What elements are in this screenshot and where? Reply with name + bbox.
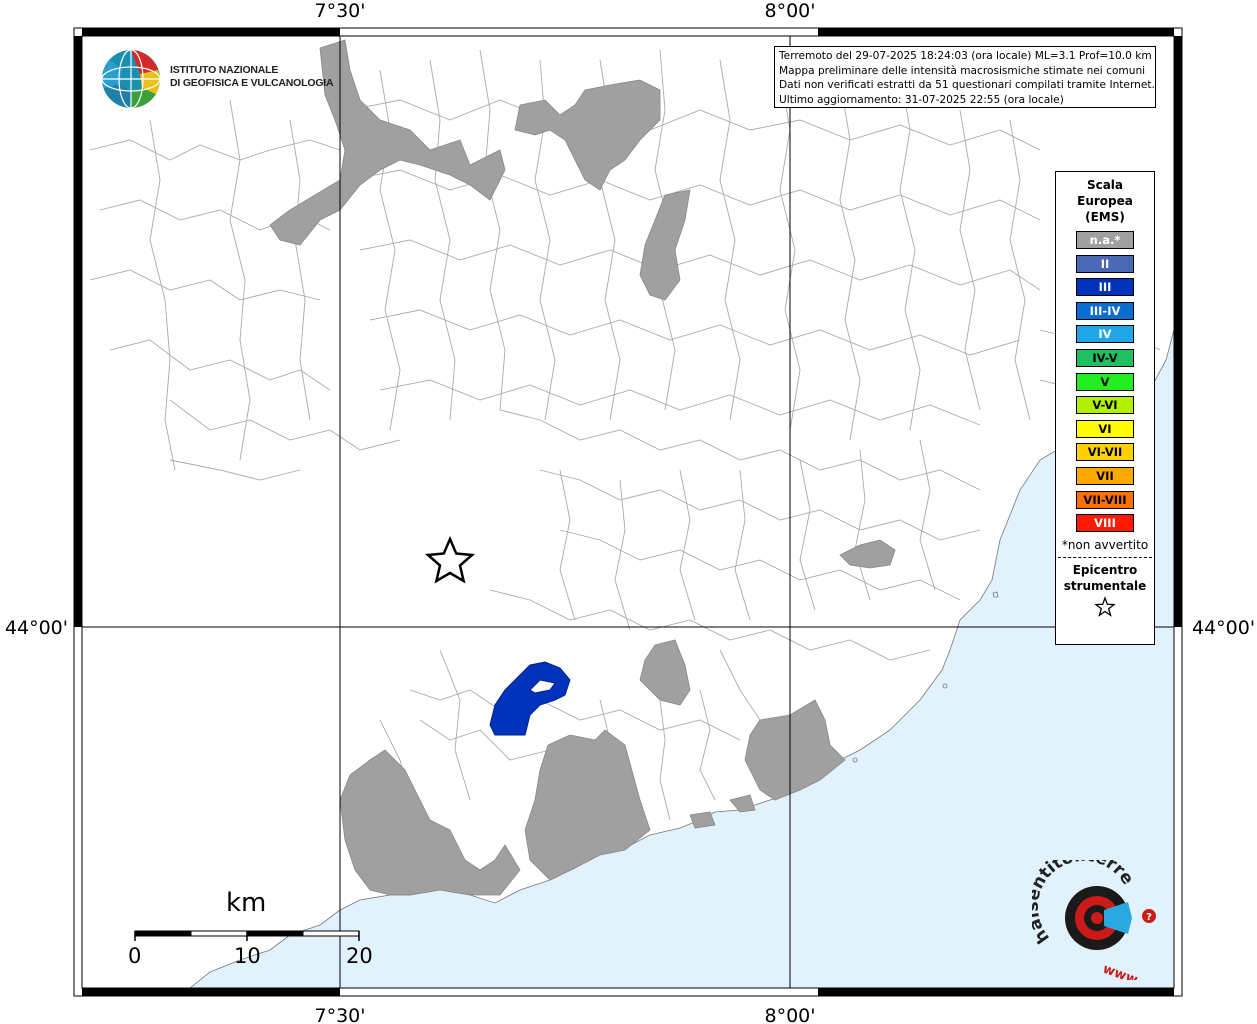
event-info-line3: Dati non verificati estratti da 51 quest… [779,79,1155,92]
legend-item: n.a.* [1076,231,1134,249]
epicenter-star [424,535,476,584]
legend-star-icon [1056,596,1154,622]
legend-item: II [1076,254,1134,273]
lon-label-bottom-left: 7°30' [315,1005,366,1024]
commune-polygon [269,39,506,246]
legend-title-line3: (EMS) [1085,210,1125,224]
legend-items: n.a.* II III III-IV IV IV-V V V-VI VI VI-VII VII VI… [1056,231,1154,533]
legend-epicenter-label: Epicentro strumentale [1056,562,1154,594]
ingv-name-line1: ISTITUTO NAZIONALE [170,64,279,76]
legend-item: VII [1076,466,1134,485]
legend-epicenter-line1: Epicentro [1072,563,1138,578]
commune-polygon [839,539,896,569]
scale-bar-label-0: 0 [128,944,142,968]
legend-item: V [1076,372,1134,391]
legend-item: V-VI [1076,396,1134,415]
haisentito-logo-icon: ? haisentitoilterremoto.it www. [1032,860,1156,980]
legend-note: *non avvertito [1061,538,1149,553]
haisentito-logo-www: www. [1101,962,1144,980]
commune-polygon [339,749,521,896]
legend-item: VII-VIII [1076,490,1134,509]
commune-polygon [639,639,691,706]
ingv-name: ISTITUTO NAZIONALE DI GEOFISICA E VULCAN… [170,64,334,90]
scale-bar-label-20: 20 [346,944,373,968]
event-info-line1: Terremoto del 29-07-2025 18:24:03 (ora l… [779,50,1152,62]
legend-item: IV [1076,325,1134,344]
commune-borders [89,49,1161,821]
intensity-legend: Scala Europea (EMS) n.a.* II III III-IV IV IV… [1055,171,1155,645]
scale-bar-unit: km [226,888,267,918]
event-info-line4: Ultimo aggiornamento: 31-07-2025 22:55 (… [779,93,1064,106]
svg-text:?: ? [1146,912,1152,923]
lon-label-top-right: 8°00' [765,0,816,22]
commune-polygon [514,79,661,191]
not-felt-communes [269,39,896,896]
ingv-name-line2: DI GEOFISICA E VULCANOLOGIA [170,77,334,89]
map-frame [73,27,1183,997]
event-info-box: Terremoto del 29-07-2025 18:24:03 (ora l… [774,46,1156,108]
legend-item: VI-VII [1076,443,1134,462]
legend-title: Scala Europea (EMS) [1056,177,1154,225]
legend-item: III-IV [1076,301,1134,320]
scale-bar [134,930,360,941]
commune-polygon [639,189,691,301]
intensity-iii-commune [489,661,571,736]
commune-polygon [689,811,716,829]
legend-item: VI [1076,419,1134,438]
legend-epicenter-line2: strumentale [1063,579,1147,594]
legend-item: III [1076,278,1134,297]
legend-title-line2: Europea [1077,194,1133,208]
lon-label-bottom-right: 8°00' [765,1005,816,1024]
commune-polygon [744,699,846,801]
commune-polygon [729,794,756,813]
legend-title-line1: Scala [1086,178,1124,192]
graticule [82,36,1174,988]
legend-item: VIII [1076,514,1134,533]
legend-divider [1058,557,1152,559]
legend-item: IV-V [1076,348,1134,367]
ingv-logo-icon [101,49,161,109]
lat-label-left: 44°00' [5,617,68,639]
scale-bar-label-10: 10 [234,944,261,968]
lat-label-right: 44°00' [1192,617,1255,639]
event-info-line2: Mappa preliminare delle intensità macros… [779,64,1146,77]
commune-polygon [524,729,651,881]
lon-label-top-left: 7°30' [315,0,366,22]
